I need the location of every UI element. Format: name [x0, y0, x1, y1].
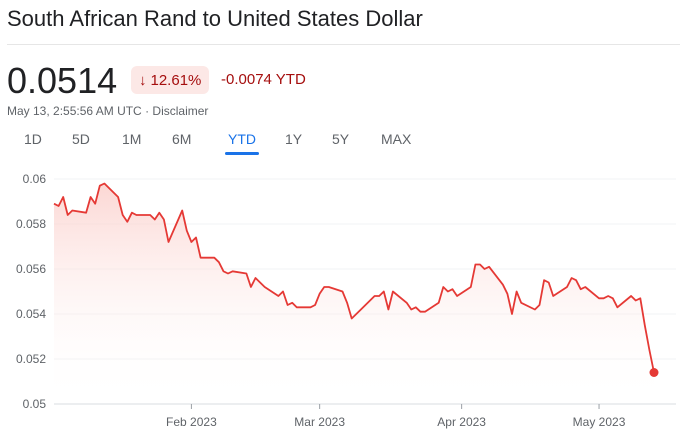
- price-chart[interactable]: 0.06 0.058 0.056 0.054 0.052 0.05 Feb 2023 Mar…: [0, 165, 680, 437]
- tab-label: 1M: [122, 131, 142, 147]
- x-tick-label: Apr 2023: [437, 415, 486, 429]
- percent-change: 12.61%: [150, 71, 202, 89]
- x-axis: Feb 2023 Mar 2023 Apr 2023 May 2023: [166, 404, 626, 429]
- x-tick-label: May 2023: [573, 415, 626, 429]
- y-tick-label: 0.06: [23, 172, 47, 186]
- y-tick-label: 0.052: [16, 352, 46, 366]
- tab-6m[interactable]: 6M: [172, 131, 191, 147]
- tab-label: 6M: [172, 131, 192, 147]
- tab-1m[interactable]: 1M: [122, 131, 141, 147]
- tab-label: YTD: [228, 131, 256, 147]
- tab-label: 1Y: [285, 131, 303, 147]
- tab-1d[interactable]: 1D: [24, 131, 42, 147]
- separator: ·: [141, 104, 153, 118]
- tab-ytd[interactable]: YTD: [225, 131, 259, 155]
- tab-5d[interactable]: 5D: [72, 131, 90, 147]
- tab-label: 5Y: [332, 131, 350, 147]
- active-tab-indicator: [225, 152, 259, 155]
- timestamp: May 13, 2:55:56 AM UTC: [7, 104, 142, 118]
- y-tick-label: 0.058: [16, 217, 46, 231]
- current-price: 0.0514: [7, 60, 118, 101]
- y-tick-label: 0.05: [23, 397, 47, 411]
- page-title: South African Rand to United States Doll…: [7, 6, 423, 31]
- arrow-down-icon: ↓: [139, 71, 147, 89]
- x-tick-label: Feb 2023: [166, 415, 217, 429]
- header-divider: [7, 44, 680, 45]
- disclaimer-link[interactable]: Disclaimer: [152, 104, 209, 118]
- tab-max[interactable]: MAX: [381, 131, 411, 147]
- tab-label: 1D: [24, 131, 42, 147]
- tab-label: 5D: [72, 131, 90, 147]
- percent-change-badge: ↓ 12.61%: [131, 66, 210, 94]
- y-tick-label: 0.054: [16, 307, 46, 321]
- absolute-change: -0.0074 YTD: [221, 71, 306, 88]
- x-tick-label: Mar 2023: [294, 415, 345, 429]
- timestamp-line: May 13, 2:55:56 AM UTC · Disclaimer: [7, 104, 208, 118]
- price-area-fill: [54, 183, 654, 404]
- tab-1y[interactable]: 1Y: [285, 131, 302, 147]
- tab-label: MAX: [381, 131, 412, 147]
- current-price-marker: [649, 368, 659, 377]
- y-tick-label: 0.056: [16, 262, 46, 276]
- y-axis-labels: 0.06 0.058 0.056 0.054 0.052 0.05: [16, 172, 46, 411]
- price-line: [53, 182, 655, 373]
- tab-5y[interactable]: 5Y: [332, 131, 349, 147]
